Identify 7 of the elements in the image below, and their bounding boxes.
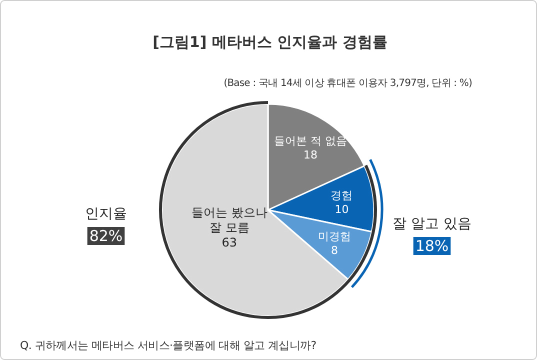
text: 82%: [89, 227, 123, 245]
chart-title: [그림1] 메타버스 인지율과 경험률: [152, 33, 388, 51]
text: 18%: [415, 237, 449, 255]
text: Q. 귀하께서는 메타버스 서비스·플랫폼에 대해 알고 계십니까?: [20, 339, 317, 352]
chart-subtitle: (Base : 국내 14세 이상 휴대폰 이용자 3,797명, 단위 : %): [224, 78, 472, 89]
text: 잘 알고 있음: [392, 216, 472, 232]
text: 인지율: [85, 206, 127, 222]
